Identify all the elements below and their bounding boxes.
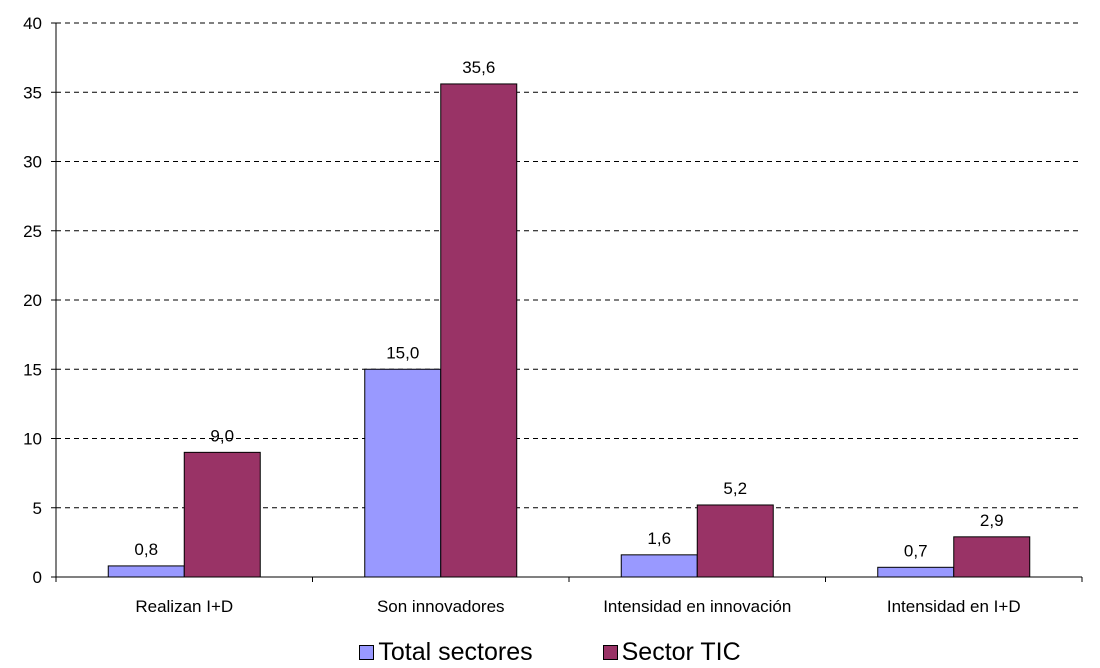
y-tick-label: 40 <box>23 14 42 33</box>
data-label: 0,8 <box>134 540 158 559</box>
y-tick-label: 15 <box>23 360 42 379</box>
bar-chart: 0 5 10 15 20 25 30 35 40 0,8 9,0 Realizan I+D 15,0 35… <box>23 14 1083 616</box>
data-label: 1,6 <box>647 529 671 548</box>
bar <box>107 565 185 578</box>
legend-item-sector-tic: Sector TIC <box>602 638 741 666</box>
data-label: 2,9 <box>980 511 1004 530</box>
bar <box>620 554 698 578</box>
x-tick-label: Realizan I+D <box>135 597 233 616</box>
legend-swatch-total-sectores <box>359 644 375 660</box>
data-label: 15,0 <box>386 343 419 362</box>
bar <box>877 566 955 578</box>
data-label: 9,0 <box>210 426 234 445</box>
y-tick-label: 0 <box>33 568 42 587</box>
y-tick-label: 30 <box>23 153 42 172</box>
y-tick-label: 25 <box>23 222 42 241</box>
y-tick-label: 5 <box>33 499 42 518</box>
legend-item-total-sectores: Total sectores <box>359 638 533 666</box>
bar <box>696 504 774 578</box>
x-tick-label: Intensidad en innovación <box>603 597 791 616</box>
legend: Total sectores Sector TIC <box>0 636 1100 668</box>
y-tick-label: 10 <box>23 430 42 449</box>
legend-label-sector-tic: Sector TIC <box>621 638 741 666</box>
bar <box>953 536 1031 578</box>
y-tick-label: 35 <box>23 83 42 102</box>
bar <box>183 451 261 578</box>
x-tick-label: Intensidad en I+D <box>887 597 1021 616</box>
data-label: 5,2 <box>723 479 747 498</box>
y-tick-label: 20 <box>23 291 42 310</box>
legend-label-total-sectores: Total sectores <box>378 638 533 666</box>
data-label: 35,6 <box>462 58 495 77</box>
x-tick-label: Son innovadores <box>377 597 505 616</box>
legend-swatch-sector-tic <box>602 644 618 660</box>
bar <box>440 83 518 578</box>
data-label: 0,7 <box>904 541 928 560</box>
bar <box>364 368 442 578</box>
